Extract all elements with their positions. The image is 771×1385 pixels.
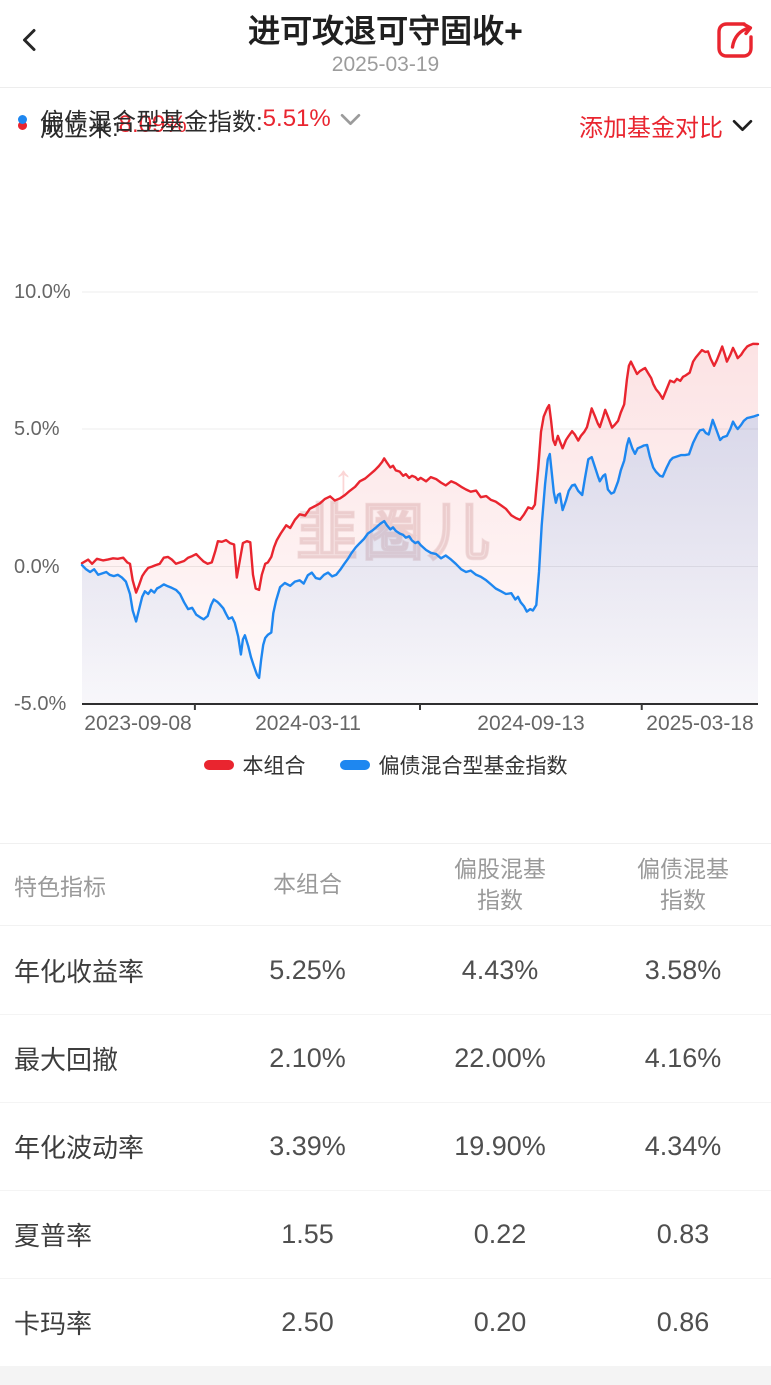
column-header: 特色指标 xyxy=(14,873,106,900)
benchmark-selector-row[interactable]: 偏债混合型基金指数: 5.51% xyxy=(0,100,771,138)
app-header: 进可攻退可守固收+ 2025-03-19 xyxy=(0,0,771,88)
bottom-strip xyxy=(0,1366,771,1385)
chevron-down-icon[interactable] xyxy=(340,113,361,126)
table-header-row: 特色指标 本组合 偏股混基指数 偏债混基指数 xyxy=(0,844,771,926)
portfolio-series-line xyxy=(80,342,760,594)
since-inception-label: 成立来: xyxy=(40,114,119,142)
y-tick-label: 5.0% xyxy=(14,418,60,440)
table-row: 卡玛率 2.50 0.20 0.86 xyxy=(0,1278,771,1366)
benchmark-label: 偏债混合型基金指数: xyxy=(40,108,263,136)
compare-section: 成立来: 8.09% 添加基金对比 偏债混合型基金指数: 5.51% xyxy=(0,88,771,238)
metric-value: 3.58% xyxy=(644,954,722,985)
chevron-down-icon xyxy=(732,119,753,132)
since-inception-value: 8.09% xyxy=(118,111,187,138)
y-tick-label: 10.0% xyxy=(14,281,71,303)
metric-label: 卡玛率 xyxy=(14,1309,93,1339)
metric-value: 1.55 xyxy=(281,1219,334,1249)
benchmark-value: 5.51% xyxy=(262,105,331,132)
metric-value: 19.90% xyxy=(454,1131,546,1161)
table-row: 夏普率 1.55 0.22 0.83 xyxy=(0,1190,771,1278)
x-tick-label: 2023-09-08 xyxy=(84,712,192,735)
column-header: 本组合 xyxy=(273,871,342,898)
metric-value: 0.22 xyxy=(473,1219,527,1249)
x-tick-label: 2024-09-13 xyxy=(477,712,585,735)
x-tick-label: 2024-03-11 xyxy=(255,712,361,735)
x-tick-label: 2025-03-18 xyxy=(646,712,754,735)
page-title: 进可攻退可守固收+ xyxy=(248,13,523,49)
title-block: 进可攻退可守固收+ 2025-03-19 xyxy=(0,0,771,77)
x-axis-ticks xyxy=(193,704,643,710)
add-fund-compare-button[interactable]: 添加基金对比 xyxy=(579,108,753,143)
table-row: 年化收益率 5.25% 4.43% 3.58% xyxy=(0,926,771,1014)
back-icon xyxy=(17,27,43,58)
metric-label: 年化波动率 xyxy=(14,1133,145,1163)
chart-legend: 本组合 偏债混合型基金指数 xyxy=(0,750,771,780)
y-tick-label: 0.0% xyxy=(14,556,60,578)
metric-label: 夏普率 xyxy=(14,1221,93,1251)
benchmark-dot-icon xyxy=(18,114,27,124)
share-icon xyxy=(713,16,757,65)
legend-label-benchmark: 偏债混合型基金指数 xyxy=(378,755,568,778)
metric-label: 最大回撤 xyxy=(14,1045,119,1075)
y-tick-label: -5.0% xyxy=(14,693,67,715)
metric-value: 0.20 xyxy=(473,1307,527,1337)
page-date: 2025-03-19 xyxy=(331,53,440,76)
legend-swatch-portfolio xyxy=(203,760,234,770)
benchmark-area-fill xyxy=(82,415,758,704)
performance-chart[interactable]: 韭圈儿 ↑ 10.0% 5.0% 0.0% -5.0% 2023-09-08 2… xyxy=(0,260,771,785)
legend-item-portfolio[interactable]: 本组合 xyxy=(203,750,306,780)
metric-value: 2.50 xyxy=(281,1307,334,1337)
portfolio-dot-icon xyxy=(18,120,27,130)
metric-value: 4.34% xyxy=(644,1131,722,1161)
share-button[interactable] xyxy=(711,16,759,64)
portfolio-return-row: 成立来: 8.09% 添加基金对比 xyxy=(0,106,771,144)
line-chart-canvas[interactable] xyxy=(0,260,771,715)
metric-value: 4.16% xyxy=(644,1043,722,1073)
metric-value: 22.00% xyxy=(454,1043,546,1073)
metric-value: 4.43% xyxy=(461,954,539,985)
metrics-table: 特色指标 本组合 偏股混基指数 偏债混基指数 年化收益率 5.25% 4.43%… xyxy=(0,843,771,1366)
metric-value: 0.83 xyxy=(656,1219,710,1249)
back-button[interactable] xyxy=(8,20,52,64)
metric-value: 0.86 xyxy=(656,1307,710,1337)
legend-label-portfolio: 本组合 xyxy=(242,755,306,778)
metric-label: 年化收益率 xyxy=(14,956,145,987)
column-header: 偏股混基指数 xyxy=(454,856,546,913)
metric-value: 3.39% xyxy=(269,1131,346,1161)
benchmark-series-line xyxy=(80,413,760,680)
legend-item-benchmark[interactable]: 偏债混合型基金指数 xyxy=(339,750,568,780)
column-header: 偏债混基指数 xyxy=(637,856,729,913)
metric-value: 5.25% xyxy=(269,954,346,985)
metric-value: 2.10% xyxy=(269,1043,346,1073)
add-fund-compare-label: 添加基金对比 xyxy=(579,114,723,142)
table-row: 最大回撤 2.10% 22.00% 4.16% xyxy=(0,1014,771,1102)
table-row: 年化波动率 3.39% 19.90% 4.34% xyxy=(0,1102,771,1190)
legend-swatch-benchmark xyxy=(339,760,370,770)
